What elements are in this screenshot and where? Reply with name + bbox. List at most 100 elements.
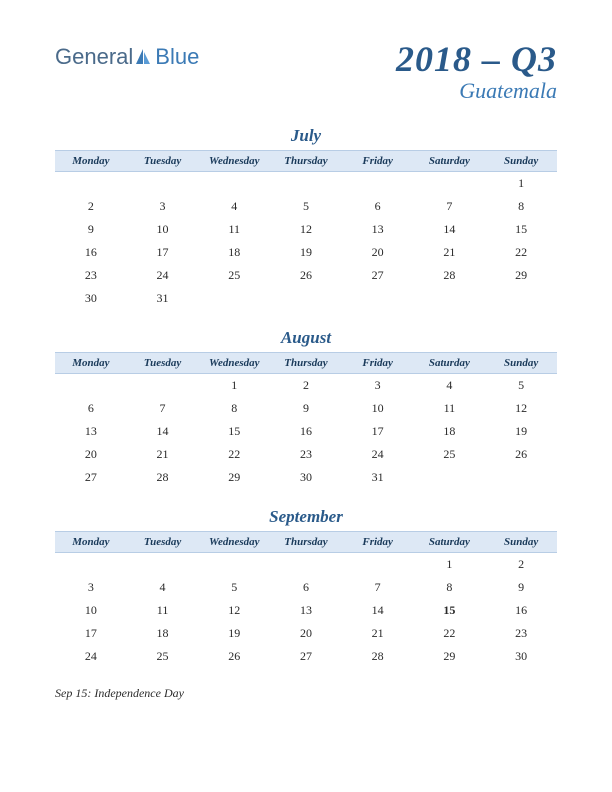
calendar-day-cell: 16 bbox=[270, 420, 342, 443]
calendar-day-cell: 4 bbox=[414, 374, 486, 398]
calendar-week-row: 24252627282930 bbox=[55, 645, 557, 668]
month-block: SeptemberMondayTuesdayWednesdayThursdayF… bbox=[55, 507, 557, 668]
calendar-day-cell: 5 bbox=[270, 195, 342, 218]
calendar-day-cell bbox=[342, 172, 414, 196]
calendar-day-cell: 4 bbox=[127, 576, 199, 599]
calendar-day-cell: 23 bbox=[485, 622, 557, 645]
calendar-day-cell: 21 bbox=[414, 241, 486, 264]
calendar-day-cell: 17 bbox=[55, 622, 127, 645]
calendar-week-row: 2728293031 bbox=[55, 466, 557, 489]
calendar-day-cell: 11 bbox=[198, 218, 270, 241]
logo-text-blue: Blue bbox=[155, 44, 199, 70]
weekday-header: Saturday bbox=[414, 532, 486, 553]
calendar-day-cell bbox=[198, 287, 270, 310]
calendar-day-cell: 14 bbox=[342, 599, 414, 622]
calendar-day-cell: 26 bbox=[485, 443, 557, 466]
calendar-day-cell: 28 bbox=[414, 264, 486, 287]
calendar-day-cell: 12 bbox=[270, 218, 342, 241]
calendar-day-cell: 29 bbox=[198, 466, 270, 489]
weekday-header-row: MondayTuesdayWednesdayThursdayFridaySatu… bbox=[55, 151, 557, 172]
calendar-day-cell: 14 bbox=[414, 218, 486, 241]
calendar-day-cell: 2 bbox=[270, 374, 342, 398]
calendar-week-row: 1 bbox=[55, 172, 557, 196]
calendar-day-cell: 16 bbox=[55, 241, 127, 264]
month-block: August MondayTuesdayWednesdayThursdayFrid… bbox=[55, 328, 557, 489]
calendar-week-row: 17181920212223 bbox=[55, 622, 557, 645]
calendar-day-cell: 7 bbox=[414, 195, 486, 218]
calendar-day-cell: 22 bbox=[485, 241, 557, 264]
calendar-week-row: 20212223242526 bbox=[55, 443, 557, 466]
calendar-day-cell: 11 bbox=[127, 599, 199, 622]
calendar-day-cell: 6 bbox=[270, 576, 342, 599]
calendar-day-cell: 23 bbox=[55, 264, 127, 287]
calendar-day-cell: 10 bbox=[342, 397, 414, 420]
calendar-day-cell bbox=[414, 466, 486, 489]
weekday-header: Thursday bbox=[270, 353, 342, 374]
calendar-day-cell: 7 bbox=[127, 397, 199, 420]
calendar-day-cell: 20 bbox=[270, 622, 342, 645]
calendar-week-row: 13141516171819 bbox=[55, 420, 557, 443]
weekday-header: Tuesday bbox=[127, 353, 199, 374]
month-title: August bbox=[55, 328, 557, 348]
calendar-day-cell: 30 bbox=[55, 287, 127, 310]
calendar-day-cell: 2 bbox=[485, 553, 557, 577]
calendar-day-cell: 2 bbox=[55, 195, 127, 218]
calendar-day-cell: 8 bbox=[198, 397, 270, 420]
weekday-header-row: MondayTuesdayWednesdayThursdayFridaySatu… bbox=[55, 353, 557, 374]
calendar-day-cell bbox=[270, 172, 342, 196]
weekday-header: Saturday bbox=[414, 353, 486, 374]
calendar-day-cell: 13 bbox=[55, 420, 127, 443]
calendar-day-cell: 9 bbox=[55, 218, 127, 241]
calendar-day-cell: 28 bbox=[342, 645, 414, 668]
calendar-day-cell: 12 bbox=[485, 397, 557, 420]
calendar-week-row: 23242526272829 bbox=[55, 264, 557, 287]
weekday-header: Friday bbox=[342, 151, 414, 172]
calendar-day-cell: 27 bbox=[270, 645, 342, 668]
calendar-table: MondayTuesdayWednesdayThursdayFridaySatu… bbox=[55, 531, 557, 668]
calendar-day-cell: 3 bbox=[342, 374, 414, 398]
logo-sail-icon bbox=[133, 47, 153, 67]
calendar-day-cell: 1 bbox=[414, 553, 486, 577]
calendar-day-cell: 8 bbox=[485, 195, 557, 218]
calendar-day-cell bbox=[127, 553, 199, 577]
weekday-header: Sunday bbox=[485, 151, 557, 172]
calendar-day-cell: 6 bbox=[55, 397, 127, 420]
calendar-day-cell: 14 bbox=[127, 420, 199, 443]
calendar-day-cell bbox=[127, 374, 199, 398]
calendar-table: MondayTuesdayWednesdayThursdayFridaySatu… bbox=[55, 150, 557, 310]
calendar-day-cell: 13 bbox=[270, 599, 342, 622]
weekday-header: Wednesday bbox=[198, 353, 270, 374]
weekday-header: Thursday bbox=[270, 532, 342, 553]
calendar-day-cell bbox=[342, 287, 414, 310]
calendar-week-row: 3031 bbox=[55, 287, 557, 310]
calendar-day-cell: 15 bbox=[485, 218, 557, 241]
calendar-day-cell: 29 bbox=[485, 264, 557, 287]
calendar-day-cell: 21 bbox=[342, 622, 414, 645]
calendar-week-row: 6789101112 bbox=[55, 397, 557, 420]
calendar-day-cell bbox=[55, 553, 127, 577]
calendar-day-cell bbox=[414, 287, 486, 310]
calendar-day-cell bbox=[270, 553, 342, 577]
weekday-header: Monday bbox=[55, 151, 127, 172]
calendar-day-cell: 10 bbox=[55, 599, 127, 622]
calendar-week-row: 2345678 bbox=[55, 195, 557, 218]
calendar-day-cell bbox=[198, 172, 270, 196]
calendar-day-cell: 24 bbox=[127, 264, 199, 287]
calendar-table: MondayTuesdayWednesdayThursdayFridaySatu… bbox=[55, 352, 557, 489]
calendar-day-cell: 8 bbox=[414, 576, 486, 599]
calendar-day-cell: 17 bbox=[127, 241, 199, 264]
calendar-day-cell: 16 bbox=[485, 599, 557, 622]
country-name: Guatemala bbox=[396, 78, 557, 104]
calendar-day-cell: 5 bbox=[198, 576, 270, 599]
calendar-day-cell: 27 bbox=[342, 264, 414, 287]
calendar-day-cell bbox=[55, 374, 127, 398]
month-block: JulyMondayTuesdayWednesdayThursdayFriday… bbox=[55, 126, 557, 310]
calendar-day-cell: 20 bbox=[55, 443, 127, 466]
weekday-header: Monday bbox=[55, 532, 127, 553]
weekday-header: Wednesday bbox=[198, 151, 270, 172]
weekday-header: Wednesday bbox=[198, 532, 270, 553]
calendar-day-cell bbox=[198, 553, 270, 577]
calendar-week-row: 12345 bbox=[55, 374, 557, 398]
calendar-day-cell: 18 bbox=[198, 241, 270, 264]
calendar-day-cell: 28 bbox=[127, 466, 199, 489]
